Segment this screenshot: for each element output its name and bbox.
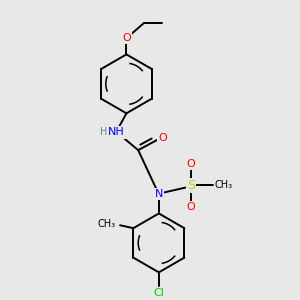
Text: S: S — [187, 179, 195, 192]
Text: N: N — [154, 189, 163, 199]
Text: O: O — [187, 159, 196, 169]
Text: Cl: Cl — [153, 288, 164, 298]
Text: CH₃: CH₃ — [215, 181, 233, 190]
Text: O: O — [158, 133, 167, 143]
Text: O: O — [187, 202, 196, 212]
Text: NH: NH — [108, 128, 124, 137]
Text: O: O — [122, 33, 131, 43]
Text: H: H — [100, 127, 107, 137]
Text: CH₃: CH₃ — [98, 219, 116, 229]
